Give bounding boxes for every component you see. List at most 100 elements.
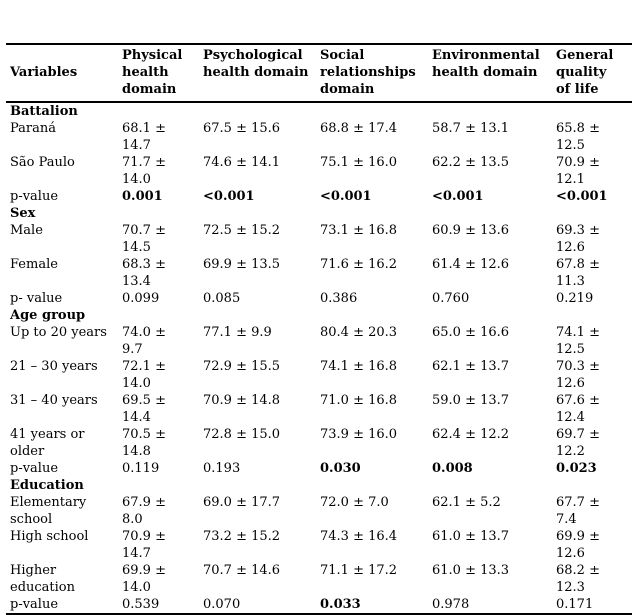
value-cell: 0.760 [432, 291, 470, 306]
value-cell: 71.7 ± 14.0 [122, 155, 166, 187]
value-cell: 71.0 ± 16.8 [320, 393, 398, 408]
value-cell: 75.1 ± 16.0 [320, 155, 398, 170]
value-cell: 67.5 ± 15.6 [203, 121, 281, 136]
value-cell: 65.8 ± 12.5 [556, 121, 600, 153]
value-cell: 68.3 ± 13.4 [122, 257, 166, 289]
value-cell: 67.9 ± 8.0 [122, 495, 166, 527]
table-row: p-value 0.539 0.070 0.033 0.978 0.171 [6, 596, 632, 614]
value-cell: 0.085 [203, 291, 241, 306]
row-label: p-value [10, 461, 59, 476]
value-cell: 62.1 ± 5.2 [432, 495, 501, 510]
value-cell: 70.5 ± 14.8 [122, 427, 166, 459]
value-cell: 69.9 ± 13.5 [203, 257, 281, 272]
value-cell: 0.386 [320, 291, 358, 306]
table-row: Elementary school 67.9 ± 8.0 69.0 ± 17.7 72… [6, 494, 632, 528]
value-cell: 69.7 ± 12.2 [556, 427, 600, 459]
value-cell: 69.5 ± 14.4 [122, 393, 166, 425]
table-row: p-value 0.119 0.193 0.030 0.008 0.023 [6, 460, 632, 477]
value-cell: 67.6 ± 12.4 [556, 393, 600, 425]
value-cell: 77.1 ± 9.9 [203, 325, 272, 340]
value-cell: 0.219 [556, 291, 594, 306]
section-row: Sex [6, 205, 632, 222]
value-cell: 72.5 ± 15.2 [203, 223, 281, 238]
value-cell: 69.3 ± 12.6 [556, 223, 600, 255]
value-cell: 74.3 ± 16.4 [320, 529, 398, 544]
value-cell: 80.4 ± 20.3 [320, 325, 398, 340]
value-cell: 0.099 [122, 291, 160, 306]
value-cell: 70.3 ± 12.6 [556, 359, 600, 391]
section-row: Age group [6, 307, 632, 324]
column-header: Environmental health domain [432, 44, 556, 103]
row-label: Elementary school [10, 495, 87, 527]
value-cell: 71.1 ± 17.2 [320, 563, 398, 578]
table-row: p- value 0.099 0.085 0.386 0.760 0.219 [6, 290, 632, 307]
value-cell: 61.0 ± 13.7 [432, 529, 510, 544]
value-cell: 69.0 ± 17.7 [203, 495, 281, 510]
table-row: 21 – 30 years 72.1 ± 14.0 72.9 ± 15.5 74.1 … [6, 358, 632, 392]
whoqol-domains-table: Variables Physical health domain Psycholog… [6, 43, 632, 615]
value-cell: 0.171 [556, 597, 594, 612]
row-label: High school [10, 529, 89, 544]
value-cell: 71.6 ± 16.2 [320, 257, 398, 272]
value-cell: 69.9 ± 14.0 [122, 563, 166, 595]
table-row: Paraná 68.1 ± 14.7 67.5 ± 15.6 68.8 ± 17.4 5… [6, 120, 632, 154]
row-label: São Paulo [10, 155, 75, 170]
value-cell: 0.008 [432, 461, 473, 476]
value-cell: 68.8 ± 17.4 [320, 121, 398, 136]
value-cell: 58.7 ± 13.1 [432, 121, 510, 136]
section-header: Education [10, 478, 84, 493]
column-header: Psychological health domain [203, 44, 320, 103]
value-cell: <0.001 [320, 189, 372, 204]
table-body: Battalion Paraná 68.1 ± 14.7 67.5 ± 15.6 68.… [6, 102, 632, 614]
section-header: Battalion [10, 104, 78, 119]
row-label: p-value [10, 189, 59, 204]
value-cell: 0.119 [122, 461, 160, 476]
value-cell: 62.4 ± 12.2 [432, 427, 510, 442]
value-cell: 0.978 [432, 597, 470, 612]
column-header: Physical health domain [122, 44, 203, 103]
value-cell: 61.4 ± 12.6 [432, 257, 510, 272]
value-cell: 67.7 ± 7.4 [556, 495, 600, 527]
value-cell: 74.1 ± 12.5 [556, 325, 600, 357]
value-cell: 0.033 [320, 597, 361, 612]
value-cell: 59.0 ± 13.7 [432, 393, 510, 408]
row-label: Paraná [10, 121, 57, 136]
value-cell: <0.001 [203, 189, 255, 204]
value-cell: <0.001 [432, 189, 484, 204]
value-cell: 0.001 [122, 189, 163, 204]
row-label: p- value [10, 291, 63, 306]
value-cell: 62.1 ± 13.7 [432, 359, 510, 374]
row-label: p-value [10, 597, 59, 612]
row-label: 41 years or older [10, 427, 85, 459]
table-row: p-value 0.001 <0.001 <0.001 <0.001 <0.001 [6, 188, 632, 205]
value-cell: 0.030 [320, 461, 361, 476]
value-cell: 70.9 ± 14.7 [122, 529, 166, 561]
value-cell: 0.539 [122, 597, 160, 612]
value-cell: 60.9 ± 13.6 [432, 223, 510, 238]
table-row: Higher education 69.9 ± 14.0 70.7 ± 14.6 71… [6, 562, 632, 596]
value-cell: 70.7 ± 14.6 [203, 563, 281, 578]
value-cell: 70.9 ± 14.8 [203, 393, 281, 408]
section-header: Sex [10, 206, 36, 221]
section-header: Age group [10, 308, 86, 323]
value-cell: 72.1 ± 14.0 [122, 359, 166, 391]
column-header: General quality of life [556, 44, 632, 103]
value-cell: 70.9 ± 12.1 [556, 155, 600, 187]
table-row: São Paulo 71.7 ± 14.0 74.6 ± 14.1 75.1 ± 16… [6, 154, 632, 188]
table-row: Male 70.7 ± 14.5 72.5 ± 15.2 73.1 ± 16.8 60.… [6, 222, 632, 256]
value-cell: 74.0 ± 9.7 [122, 325, 166, 357]
value-cell: 73.9 ± 16.0 [320, 427, 398, 442]
value-cell: 65.0 ± 16.6 [432, 325, 510, 340]
row-label: Male [10, 223, 43, 238]
row-label: 31 – 40 years [10, 393, 98, 408]
value-cell: 72.9 ± 15.5 [203, 359, 281, 374]
section-row: Battalion [6, 102, 632, 120]
column-header: Social relationships domain [320, 44, 432, 103]
value-cell: 68.2 ± 12.3 [556, 563, 600, 595]
value-cell: 72.0 ± 7.0 [320, 495, 389, 510]
value-cell: 70.7 ± 14.5 [122, 223, 166, 255]
value-cell: 73.2 ± 15.2 [203, 529, 281, 544]
value-cell: 67.8 ± 11.3 [556, 257, 600, 289]
table-row: Female 68.3 ± 13.4 69.9 ± 13.5 71.6 ± 16.2 6… [6, 256, 632, 290]
column-header-variables: Variables [6, 44, 122, 103]
